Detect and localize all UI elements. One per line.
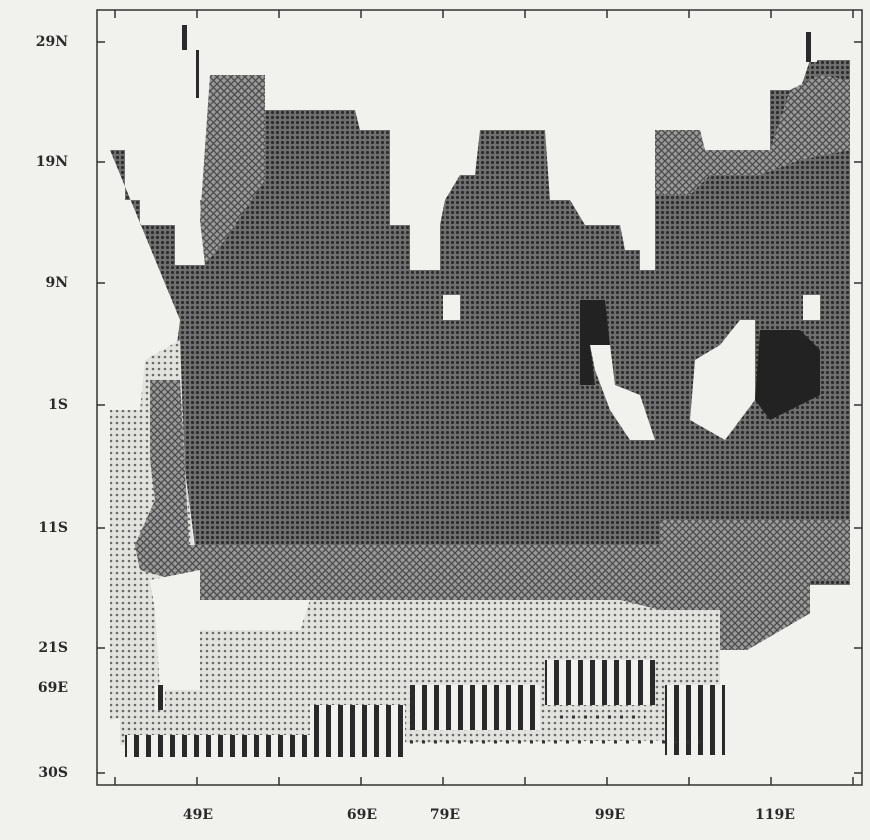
region-bars xyxy=(310,705,405,755)
y-label: 1S xyxy=(48,397,68,413)
region-bars xyxy=(665,685,725,755)
frame-ticks xyxy=(97,10,862,785)
y-label: 21S xyxy=(38,640,68,656)
region-cross-northeast xyxy=(655,75,850,195)
x-label: 49E xyxy=(183,807,213,823)
region-light-south xyxy=(120,600,720,745)
region-bars xyxy=(410,685,540,730)
y-label: 19N xyxy=(36,154,68,170)
region-cross-west xyxy=(135,380,190,570)
frame xyxy=(96,9,863,786)
region-white-patch xyxy=(803,295,820,320)
plot-frame xyxy=(96,9,863,786)
region-white-patch xyxy=(690,320,755,440)
y-label: 30S xyxy=(38,765,68,781)
region-bars xyxy=(178,25,188,50)
region-cross-north xyxy=(200,75,265,265)
map-shading xyxy=(110,25,855,765)
y-label: 29N xyxy=(36,34,68,50)
x-label: 99E xyxy=(595,807,625,823)
x-label: 69E xyxy=(347,807,377,823)
region-white-southeast xyxy=(730,590,855,765)
x-label: 119E xyxy=(755,807,795,823)
region-white-patch xyxy=(590,345,655,440)
region-bars xyxy=(545,660,655,705)
y-labels: 29N 19N 9N 1S 11S 21S 69E 30S xyxy=(36,34,68,781)
x-labels: 49E 69E 79E 99E 119E xyxy=(183,807,795,823)
region-bars xyxy=(196,50,206,98)
region-bars xyxy=(805,32,817,62)
y-label: 11S xyxy=(38,520,68,536)
region-white-patch xyxy=(443,295,460,320)
x-label: 79E xyxy=(430,807,460,823)
y-label: 69E xyxy=(38,680,68,696)
region-white-west xyxy=(150,570,200,690)
region-black-patch xyxy=(755,330,820,420)
region-bars xyxy=(155,685,165,710)
y-label: 9N xyxy=(45,275,68,291)
region-black-patch xyxy=(580,300,610,385)
